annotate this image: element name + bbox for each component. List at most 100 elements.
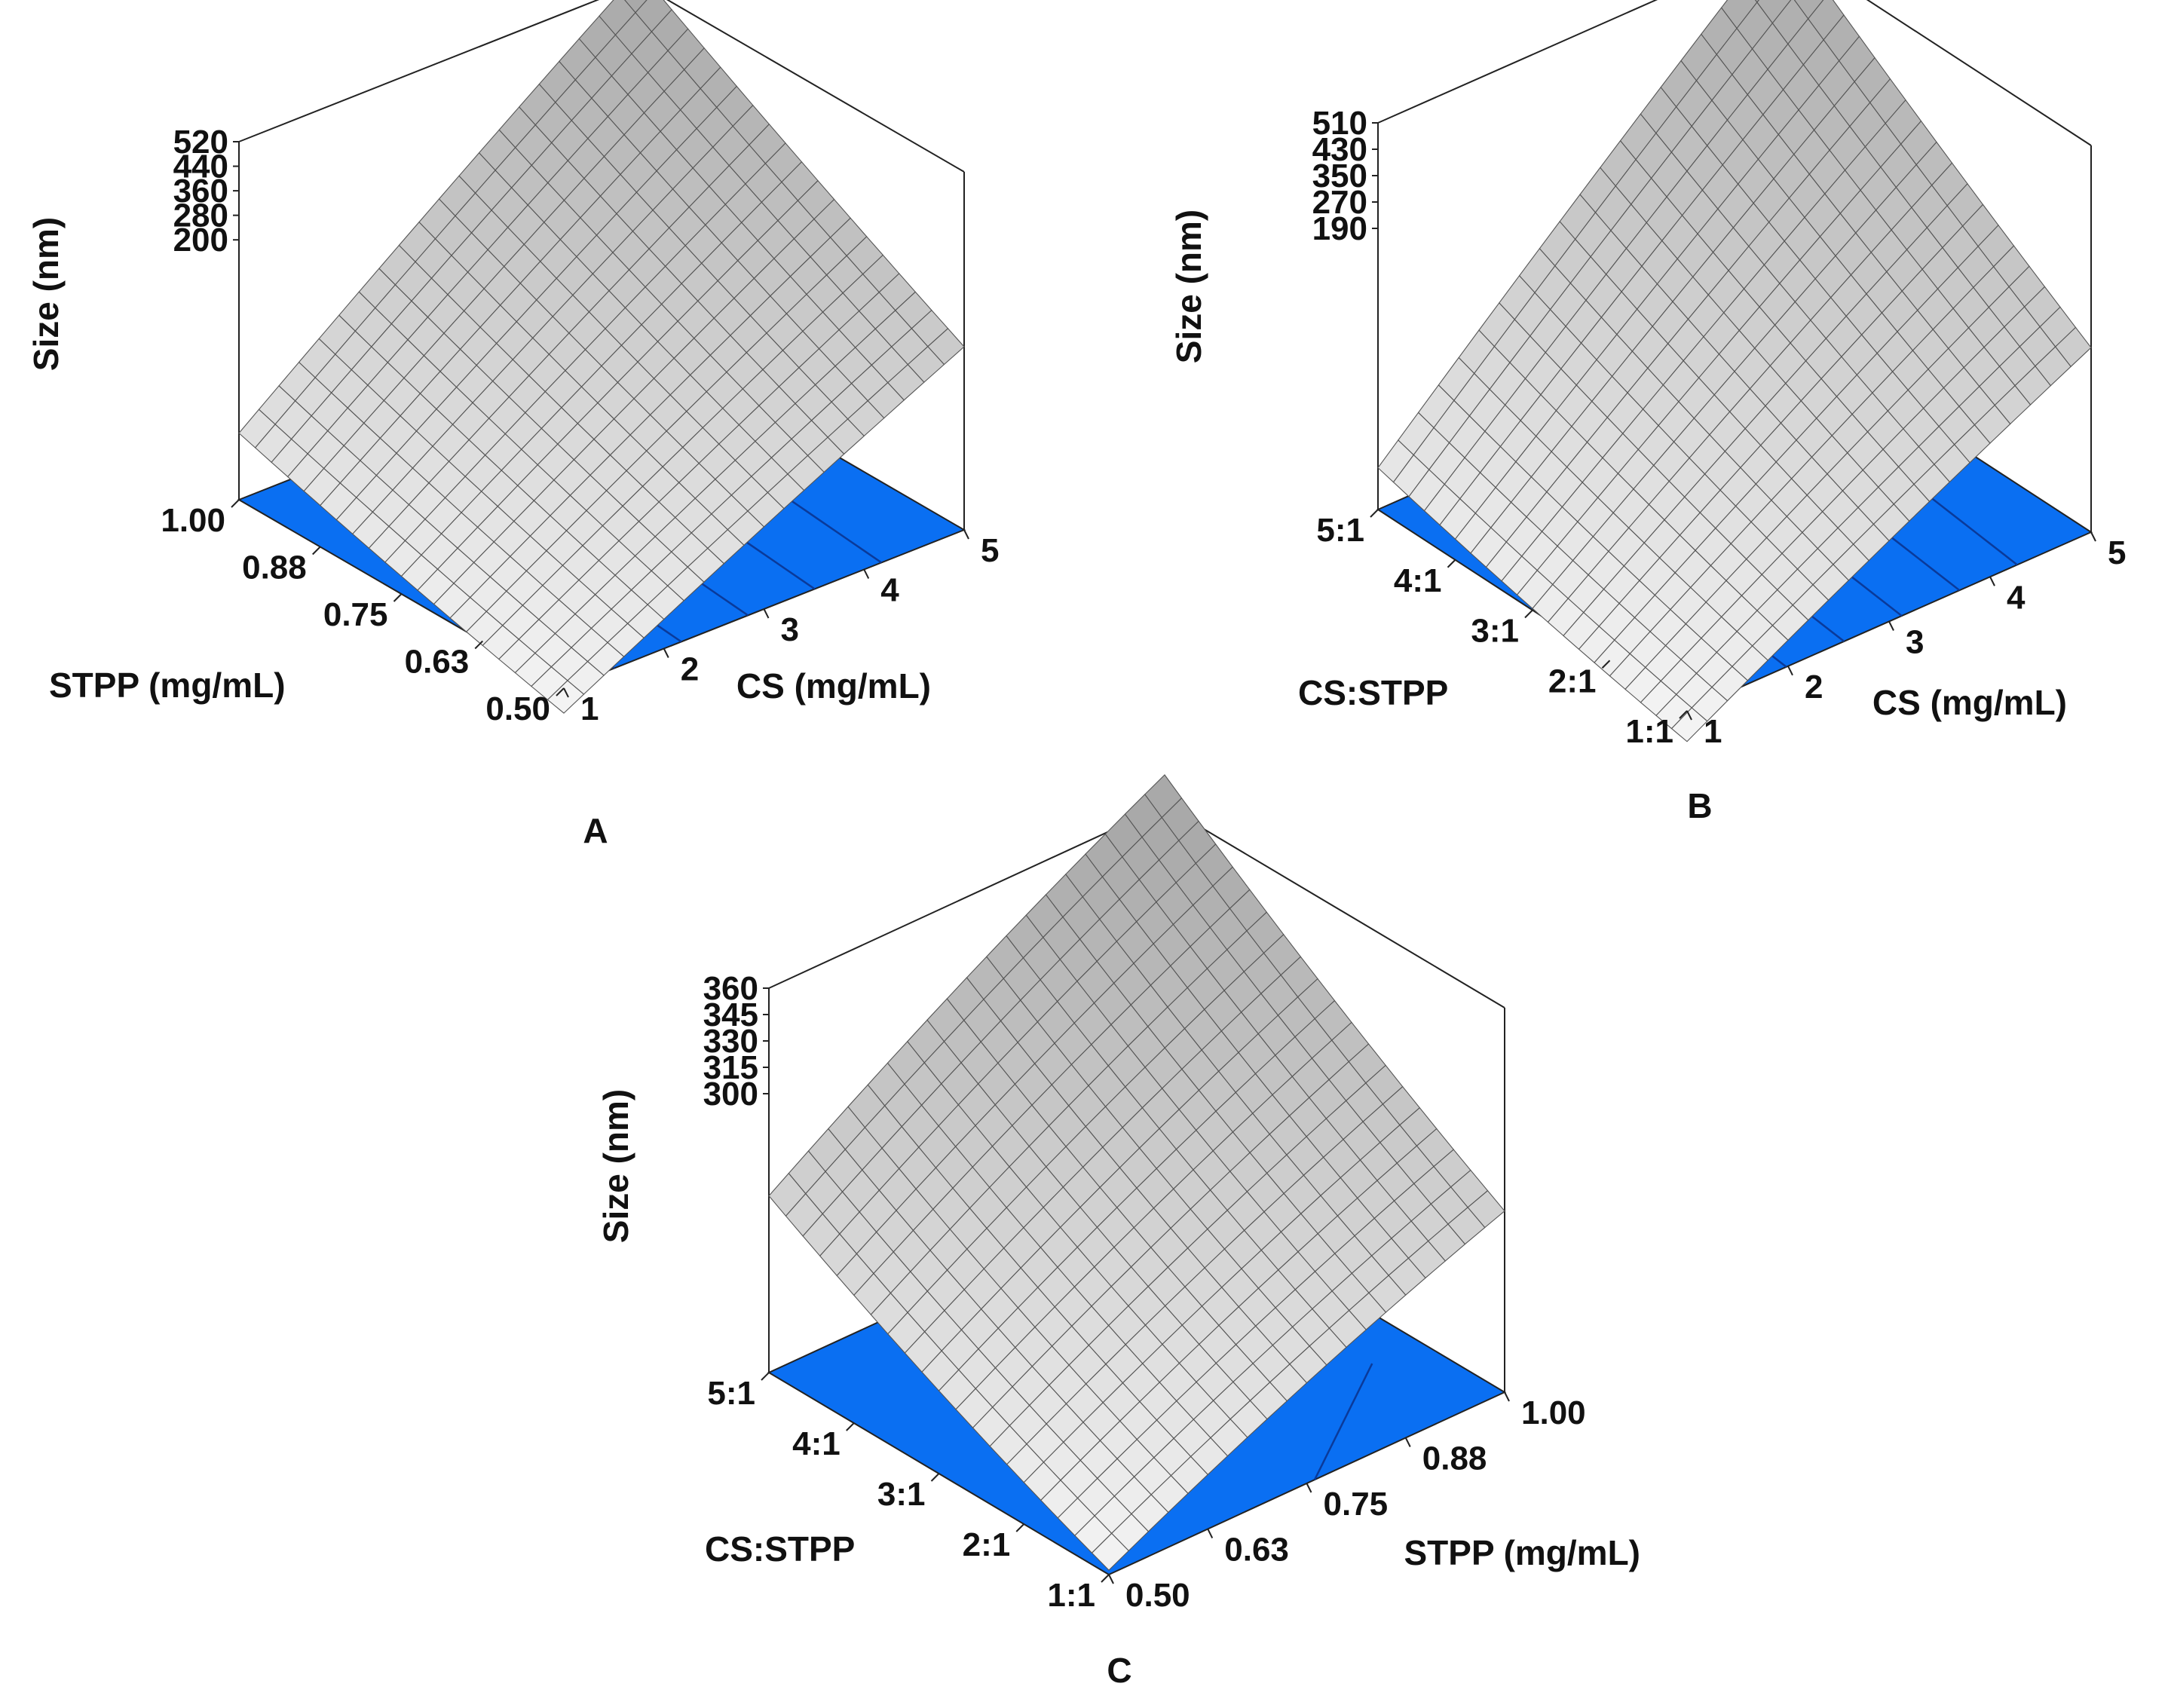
surface-cell: [2054, 326, 2092, 368]
x-axis-title: STPP (mg/mL): [1404, 1533, 1640, 1572]
x-tick-label: 1: [1704, 713, 1722, 750]
back-top-edge: [238, 0, 600, 142]
z-tick-label: 350: [1312, 158, 1367, 194]
back-top-edge: [768, 805, 1165, 989]
y-tick-mark: [1601, 660, 1611, 669]
y-tick-label: 0.88: [242, 549, 307, 586]
y-tick-label: 5:1: [707, 1375, 755, 1412]
x-tick-mark: [1989, 576, 1995, 586]
x-tick-label: 0.50: [1125, 1577, 1190, 1614]
z-tick-label: 330: [703, 1023, 758, 1060]
y-axis-title: CS:STPP: [705, 1529, 855, 1569]
right-top-edge: [1866, 0, 2092, 146]
y-tick-mark: [474, 640, 483, 650]
y-tick-mark: [1524, 609, 1533, 619]
z-axis-title: Size (nm): [26, 217, 66, 371]
x-tick-mark: [1888, 621, 1894, 631]
x-tick-label: 2: [681, 651, 699, 688]
x-tick-mark: [1504, 1391, 1510, 1402]
x-tick-label: 5: [981, 532, 999, 569]
y-tick-mark: [761, 1372, 770, 1381]
y-tick-label: 1:1: [1625, 713, 1673, 750]
y-tick-mark: [1679, 710, 1688, 719]
y-tick-label: 1.00: [161, 502, 225, 539]
x-tick-label: 1.00: [1521, 1394, 1586, 1431]
x-tick-label: 0.63: [1224, 1532, 1289, 1569]
y-tick-mark: [1447, 559, 1456, 568]
y-tick-mark: [930, 1473, 940, 1482]
z-tick-label: 510: [1312, 105, 1367, 142]
y-axis-title: CS:STPP: [1298, 673, 1448, 712]
z-tick-label: 300: [703, 1076, 758, 1113]
y-tick-mark: [231, 499, 240, 508]
x-tick-mark: [1404, 1437, 1411, 1447]
y-axis-title: STPP (mg/mL): [49, 666, 286, 705]
x-tick-mark: [1686, 710, 1692, 721]
y-tick-label: 0.63: [405, 644, 470, 681]
y-tick-label: 4:1: [792, 1425, 841, 1462]
contour-line: [1313, 1363, 1373, 1480]
panel-label: A: [583, 811, 608, 850]
x-tick-mark: [863, 569, 870, 579]
x-tick-label: 3: [781, 611, 799, 648]
y-tick-mark: [556, 687, 565, 696]
y-tick-label: 0.75: [323, 596, 388, 633]
y-tick-label: 0.50: [485, 690, 550, 727]
z-tick-label: 315: [703, 1049, 758, 1086]
x-tick-mark: [963, 529, 969, 540]
z-axis-title: Size (nm): [596, 1089, 635, 1243]
back-top-edge: [1377, 0, 1658, 124]
surface-cell: [624, 0, 648, 14]
y-tick-mark: [312, 546, 321, 556]
x-tick-mark: [663, 648, 669, 658]
z-tick-label: 270: [1312, 184, 1367, 221]
x-tick-label: 0.88: [1422, 1440, 1487, 1477]
z-tick-label: 520: [173, 124, 228, 161]
z-tick-label: 280: [173, 197, 228, 234]
x-tick-label: 3: [1906, 624, 1924, 661]
y-tick-mark: [1101, 1574, 1110, 1583]
x-axis-title: CS (mg/mL): [1872, 683, 2067, 722]
x-tick-mark: [2090, 531, 2096, 542]
z-tick-label: 440: [173, 148, 228, 185]
z-tick-label: 345: [703, 996, 758, 1033]
y-tick-label: 2:1: [1548, 663, 1597, 699]
y-tick-label: 5:1: [1316, 512, 1364, 549]
x-tick-label: 1: [580, 690, 599, 727]
x-tick-mark: [1306, 1483, 1312, 1493]
panel-label: C: [1107, 1651, 1131, 1690]
right-top-edge: [666, 0, 965, 173]
z-tick-label: 200: [173, 222, 228, 259]
surface-cell: [1467, 1189, 1505, 1229]
y-tick-mark: [393, 593, 403, 602]
y-tick-mark: [1015, 1523, 1024, 1532]
surface-cell: [927, 328, 965, 366]
x-tick-label: 2: [1805, 669, 1823, 706]
x-tick-label: 5: [2108, 534, 2126, 571]
y-tick-label: 3:1: [877, 1476, 926, 1513]
panel-label: B: [1687, 786, 1712, 825]
y-tick-label: 3:1: [1471, 613, 1519, 650]
x-tick-label: 4: [880, 572, 899, 609]
y-tick-label: 1:1: [1047, 1577, 1095, 1614]
x-tick-mark: [1108, 1574, 1114, 1584]
x-tick-label: 4: [2007, 579, 2026, 616]
x-tick-mark: [763, 608, 770, 619]
z-tick-label: 360: [173, 173, 228, 210]
x-tick-mark: [1787, 666, 1793, 676]
z-axis-title: Size (nm): [1169, 210, 1208, 363]
z-tick-label: 190: [1312, 210, 1367, 247]
y-tick-label: 2:1: [963, 1526, 1011, 1563]
x-tick-mark: [563, 687, 569, 698]
z-tick-label: 360: [703, 970, 758, 1007]
z-tick-label: 430: [1312, 131, 1367, 168]
right-top-edge: [1164, 805, 1505, 1009]
x-axis-title: CS (mg/mL): [736, 666, 931, 706]
x-tick-mark: [1207, 1529, 1214, 1538]
y-tick-label: 4:1: [1394, 562, 1442, 599]
x-tick-label: 0.75: [1324, 1486, 1389, 1523]
